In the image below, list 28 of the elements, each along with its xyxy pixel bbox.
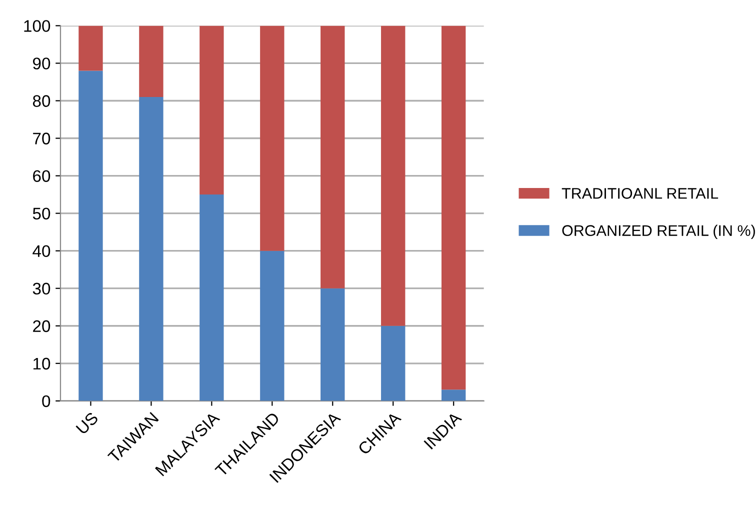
bar: [381, 26, 406, 326]
bar: [442, 390, 466, 401]
bar: [139, 26, 164, 97]
bar: [381, 326, 406, 401]
y-tick-label: 70: [33, 132, 50, 144]
bar: [260, 26, 284, 251]
legend-label: TRADITIOANL RETAIL: [562, 188, 718, 199]
bar: [200, 26, 224, 195]
y-tick-label: 30: [32, 282, 50, 295]
y-tick-label: 90: [33, 58, 50, 70]
y-tick-label: 60: [33, 170, 50, 182]
bar: [139, 96, 164, 401]
bar: [78, 70, 103, 401]
y-tick-label: 10: [33, 358, 50, 370]
bar: [320, 288, 345, 401]
y-tick-label: 40: [32, 245, 50, 258]
y-tick-label: 20: [33, 320, 50, 332]
bar: [78, 26, 103, 71]
bar: [200, 194, 224, 401]
y-tick-label: 0: [42, 395, 50, 408]
bar: [320, 26, 345, 288]
y-tick-label: 50: [32, 208, 50, 220]
bar: [442, 26, 466, 390]
bar: [260, 250, 284, 401]
legend-label: ORGANIZED RETAIL (IN %): [562, 224, 755, 240]
y-tick-label: 80: [32, 95, 50, 107]
x-tick-label: US: [76, 411, 99, 435]
y-tick-label: 100: [24, 20, 50, 32]
